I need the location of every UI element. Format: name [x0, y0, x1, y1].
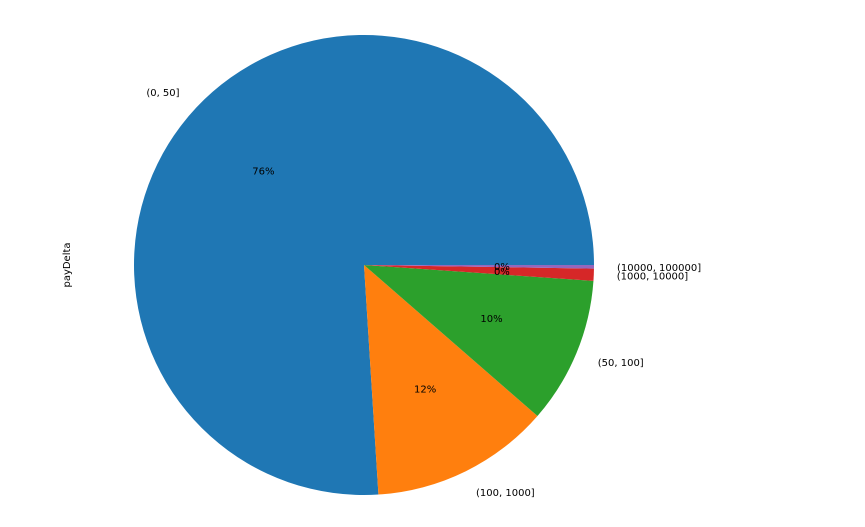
pie-category-label: (100, 1000]	[476, 488, 535, 499]
pie-percent-label: 12%	[414, 385, 436, 396]
pie-category-label: (0, 50]	[146, 88, 179, 99]
pie-percent-labels: 76% 12% 10% 0%0%	[252, 167, 510, 396]
pie-category-label: (1000, 10000]	[617, 272, 689, 283]
pie-category-label: (50, 100]	[598, 358, 644, 369]
pie-category-labels: (0, 50] (100, 1000] (50, 100] (1000, 10000]…	[146, 88, 701, 499]
pie-slice	[364, 265, 594, 269]
y-axis-label: payDelta	[62, 242, 73, 287]
pie-percent-label: 0%	[494, 262, 510, 273]
pie-slices	[133, 35, 594, 496]
pie-slice	[364, 265, 538, 495]
pie-category-label: (10000, 100000]	[617, 263, 701, 274]
pie-percent-label: 0%	[494, 267, 510, 278]
pie-slice	[364, 265, 594, 417]
pie-percent-label: 76%	[252, 167, 274, 178]
pie-percent-label: 10%	[480, 314, 502, 325]
pie-slice	[133, 35, 594, 496]
pie-slice	[364, 265, 594, 281]
